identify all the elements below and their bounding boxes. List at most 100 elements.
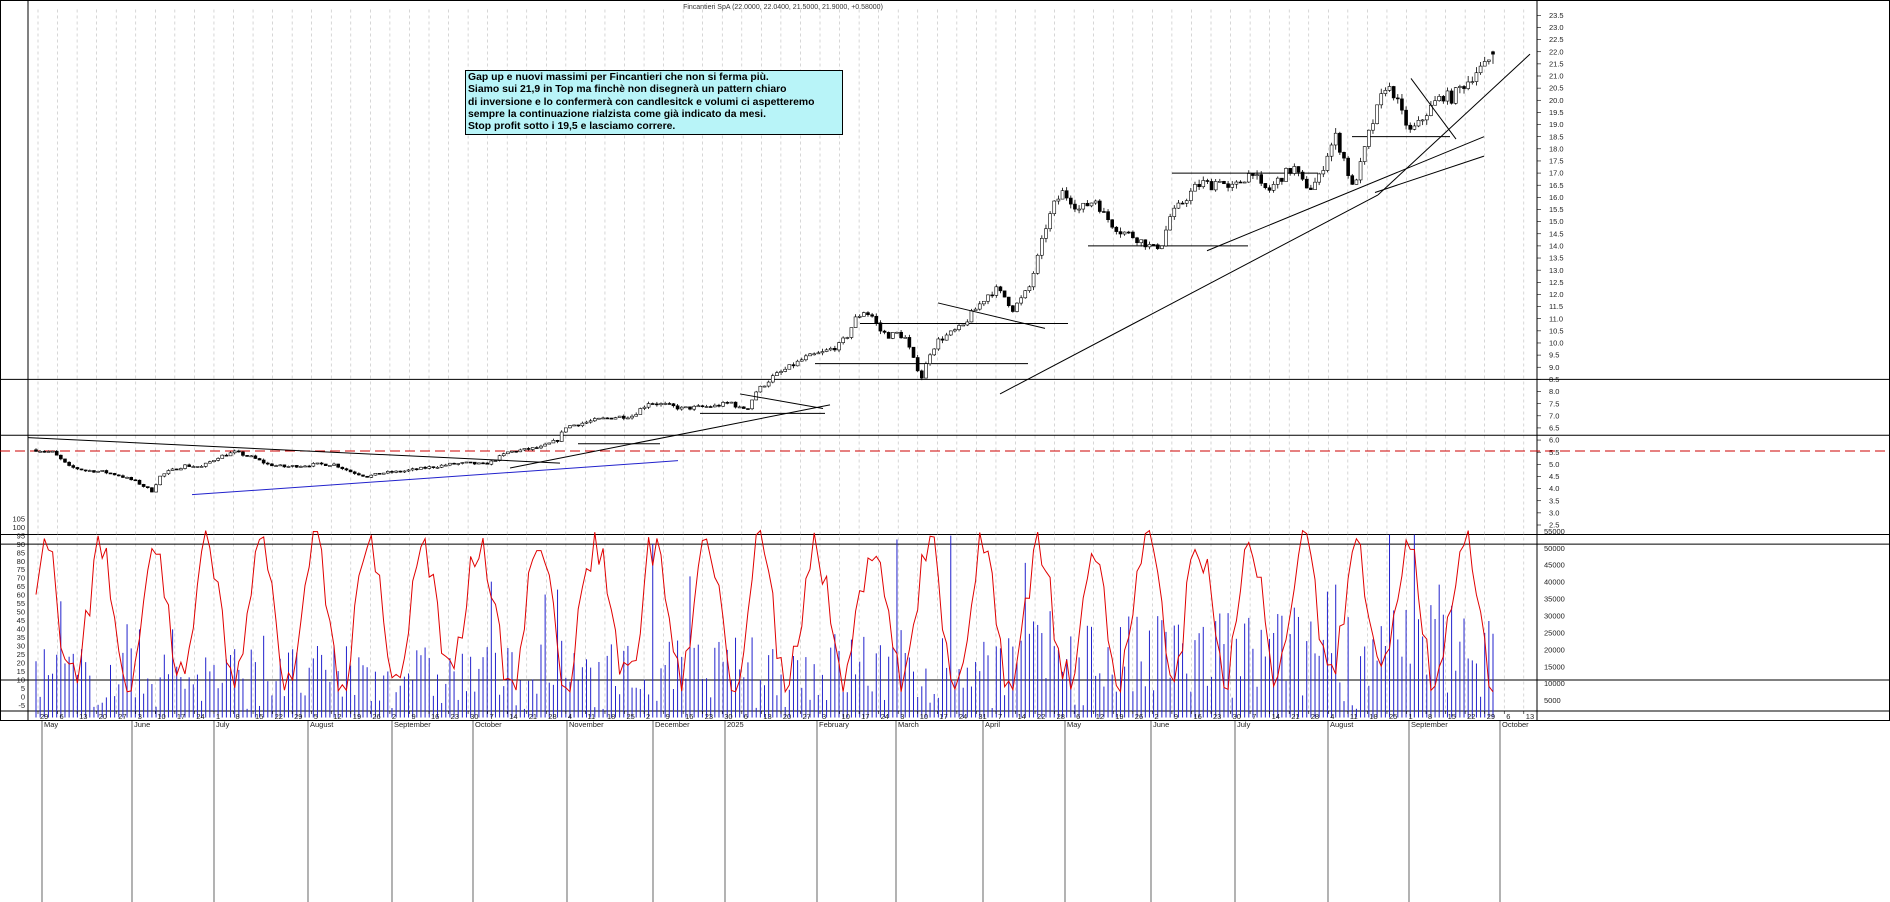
candle-body: [1462, 86, 1466, 89]
date-tick-label: 14: [509, 712, 517, 721]
date-tick-label: 30: [1233, 712, 1241, 721]
candle-body: [713, 404, 717, 408]
candle-body: [1073, 203, 1077, 210]
date-tick-label: 27: [118, 712, 126, 721]
candle-body: [79, 468, 84, 471]
time-axis: 29 6 13 20 27 3 10 17 24 1 8 15 22 29 5 12 19 26 2 9 16 23 30 7…: [37, 711, 1534, 902]
candle-body: [1205, 180, 1210, 182]
candle-body: [667, 403, 672, 405]
candle-body: [1077, 208, 1081, 211]
volume-tick-label: 40000: [1544, 578, 1565, 587]
date-tick-label: 4: [1330, 712, 1334, 721]
note-line: Gap up e nuovi massimi per Fincantieri c…: [468, 72, 769, 83]
date-tick-label: 10: [157, 712, 165, 721]
candle-body: [253, 455, 258, 459]
candle-body: [998, 286, 1003, 292]
candle-body: [1081, 202, 1086, 210]
volume-bars: [35, 534, 1494, 718]
price-tick-label: 7.0: [1549, 411, 1559, 420]
candle-body: [1300, 171, 1305, 180]
candle-body: [468, 461, 473, 464]
month-label: June: [134, 720, 150, 729]
candle-body: [1284, 168, 1288, 182]
date-tick-label: 26: [1135, 712, 1143, 721]
candle-body: [477, 462, 481, 465]
date-tick-label: 8: [236, 712, 240, 721]
candle-body: [340, 466, 345, 469]
candle-body: [1362, 146, 1367, 162]
candle-body: [948, 330, 953, 336]
candle-body: [1433, 100, 1437, 106]
date-tick-label: 21: [1291, 712, 1299, 721]
price-tick-label: 13.5: [1549, 254, 1564, 263]
candle-body: [1147, 244, 1152, 248]
note-line: sempre la continuazione rialzista come g…: [468, 108, 766, 120]
price-tick-label: 5.5: [1549, 448, 1559, 457]
candle-body: [613, 417, 618, 420]
candle-body: [394, 470, 398, 473]
candle-body: [1019, 297, 1023, 304]
candle-body: [1329, 144, 1334, 157]
price-tick-label: 7.5: [1549, 399, 1559, 408]
month-label: April: [985, 720, 1000, 729]
candle-body: [762, 385, 767, 388]
candle-body: [1238, 181, 1243, 184]
candle-body: [907, 337, 912, 348]
candle-body: [448, 462, 452, 466]
price-tick-label: 11.5: [1549, 302, 1563, 311]
candle-body: [886, 332, 891, 339]
candle-body: [725, 402, 730, 404]
price-tick-label: 16.5: [1549, 181, 1564, 190]
candle-body: [787, 364, 792, 370]
candle-body: [758, 385, 763, 393]
oscillator-tick-label: 35: [17, 633, 25, 642]
price-tick-label: 10.5: [1549, 326, 1564, 335]
date-tick-label: 25: [1389, 712, 1397, 721]
candle-body: [1155, 244, 1160, 249]
candle-body: [129, 477, 134, 481]
candle-body: [717, 404, 721, 407]
candle-body: [506, 451, 510, 455]
candle-body: [1143, 239, 1148, 248]
candle-body: [1027, 286, 1032, 291]
candle-body: [406, 469, 411, 472]
note-line: Stop profit sotto i 19,5 e lasciamo corr…: [468, 121, 676, 133]
candle-body: [742, 406, 746, 409]
candle-body: [870, 314, 874, 317]
candle-body: [621, 415, 626, 419]
volume-axis: 5000 10000 15000 20000 25000 30000 35000 40000 4…: [0, 527, 1890, 705]
candle-body: [1354, 179, 1359, 185]
candle-body: [1288, 168, 1292, 174]
price-tick-label: 18.0: [1549, 144, 1564, 153]
note-line: di inversione e lo confermerà con candle…: [468, 96, 815, 108]
candle-body: [195, 466, 200, 468]
grid-layer: [0, 0, 1890, 721]
date-tick-label: 13: [79, 712, 87, 721]
candle-body: [323, 463, 328, 466]
date-tick-label: 3: [822, 712, 826, 721]
candle-body: [783, 368, 787, 372]
volume-tick-label: 5000: [1544, 696, 1561, 705]
candle-body: [530, 447, 535, 450]
month-label: October: [475, 720, 502, 729]
month-label: December: [655, 720, 690, 729]
candle-body: [936, 338, 941, 350]
candle-body: [804, 355, 808, 361]
candle-body: [1321, 170, 1326, 175]
candle-body: [986, 294, 990, 302]
candle-body: [543, 443, 547, 447]
candle-body: [522, 448, 527, 451]
candle-body: [1325, 155, 1330, 171]
candle-body: [294, 465, 299, 468]
date-tick-label: 29: [1487, 712, 1495, 721]
trendline: [1410, 78, 1457, 140]
price-tick-label: 3.0: [1549, 508, 1559, 517]
volume-tick-label: 35000: [1544, 595, 1565, 604]
date-tick-label: 21: [529, 712, 537, 721]
candle-body: [1226, 183, 1230, 188]
date-tick-label: 24: [196, 712, 204, 721]
candle-body: [278, 464, 283, 467]
candle-body: [216, 458, 220, 461]
date-tick-label: 19: [353, 712, 361, 721]
price-tick-label: 4.0: [1549, 484, 1559, 493]
